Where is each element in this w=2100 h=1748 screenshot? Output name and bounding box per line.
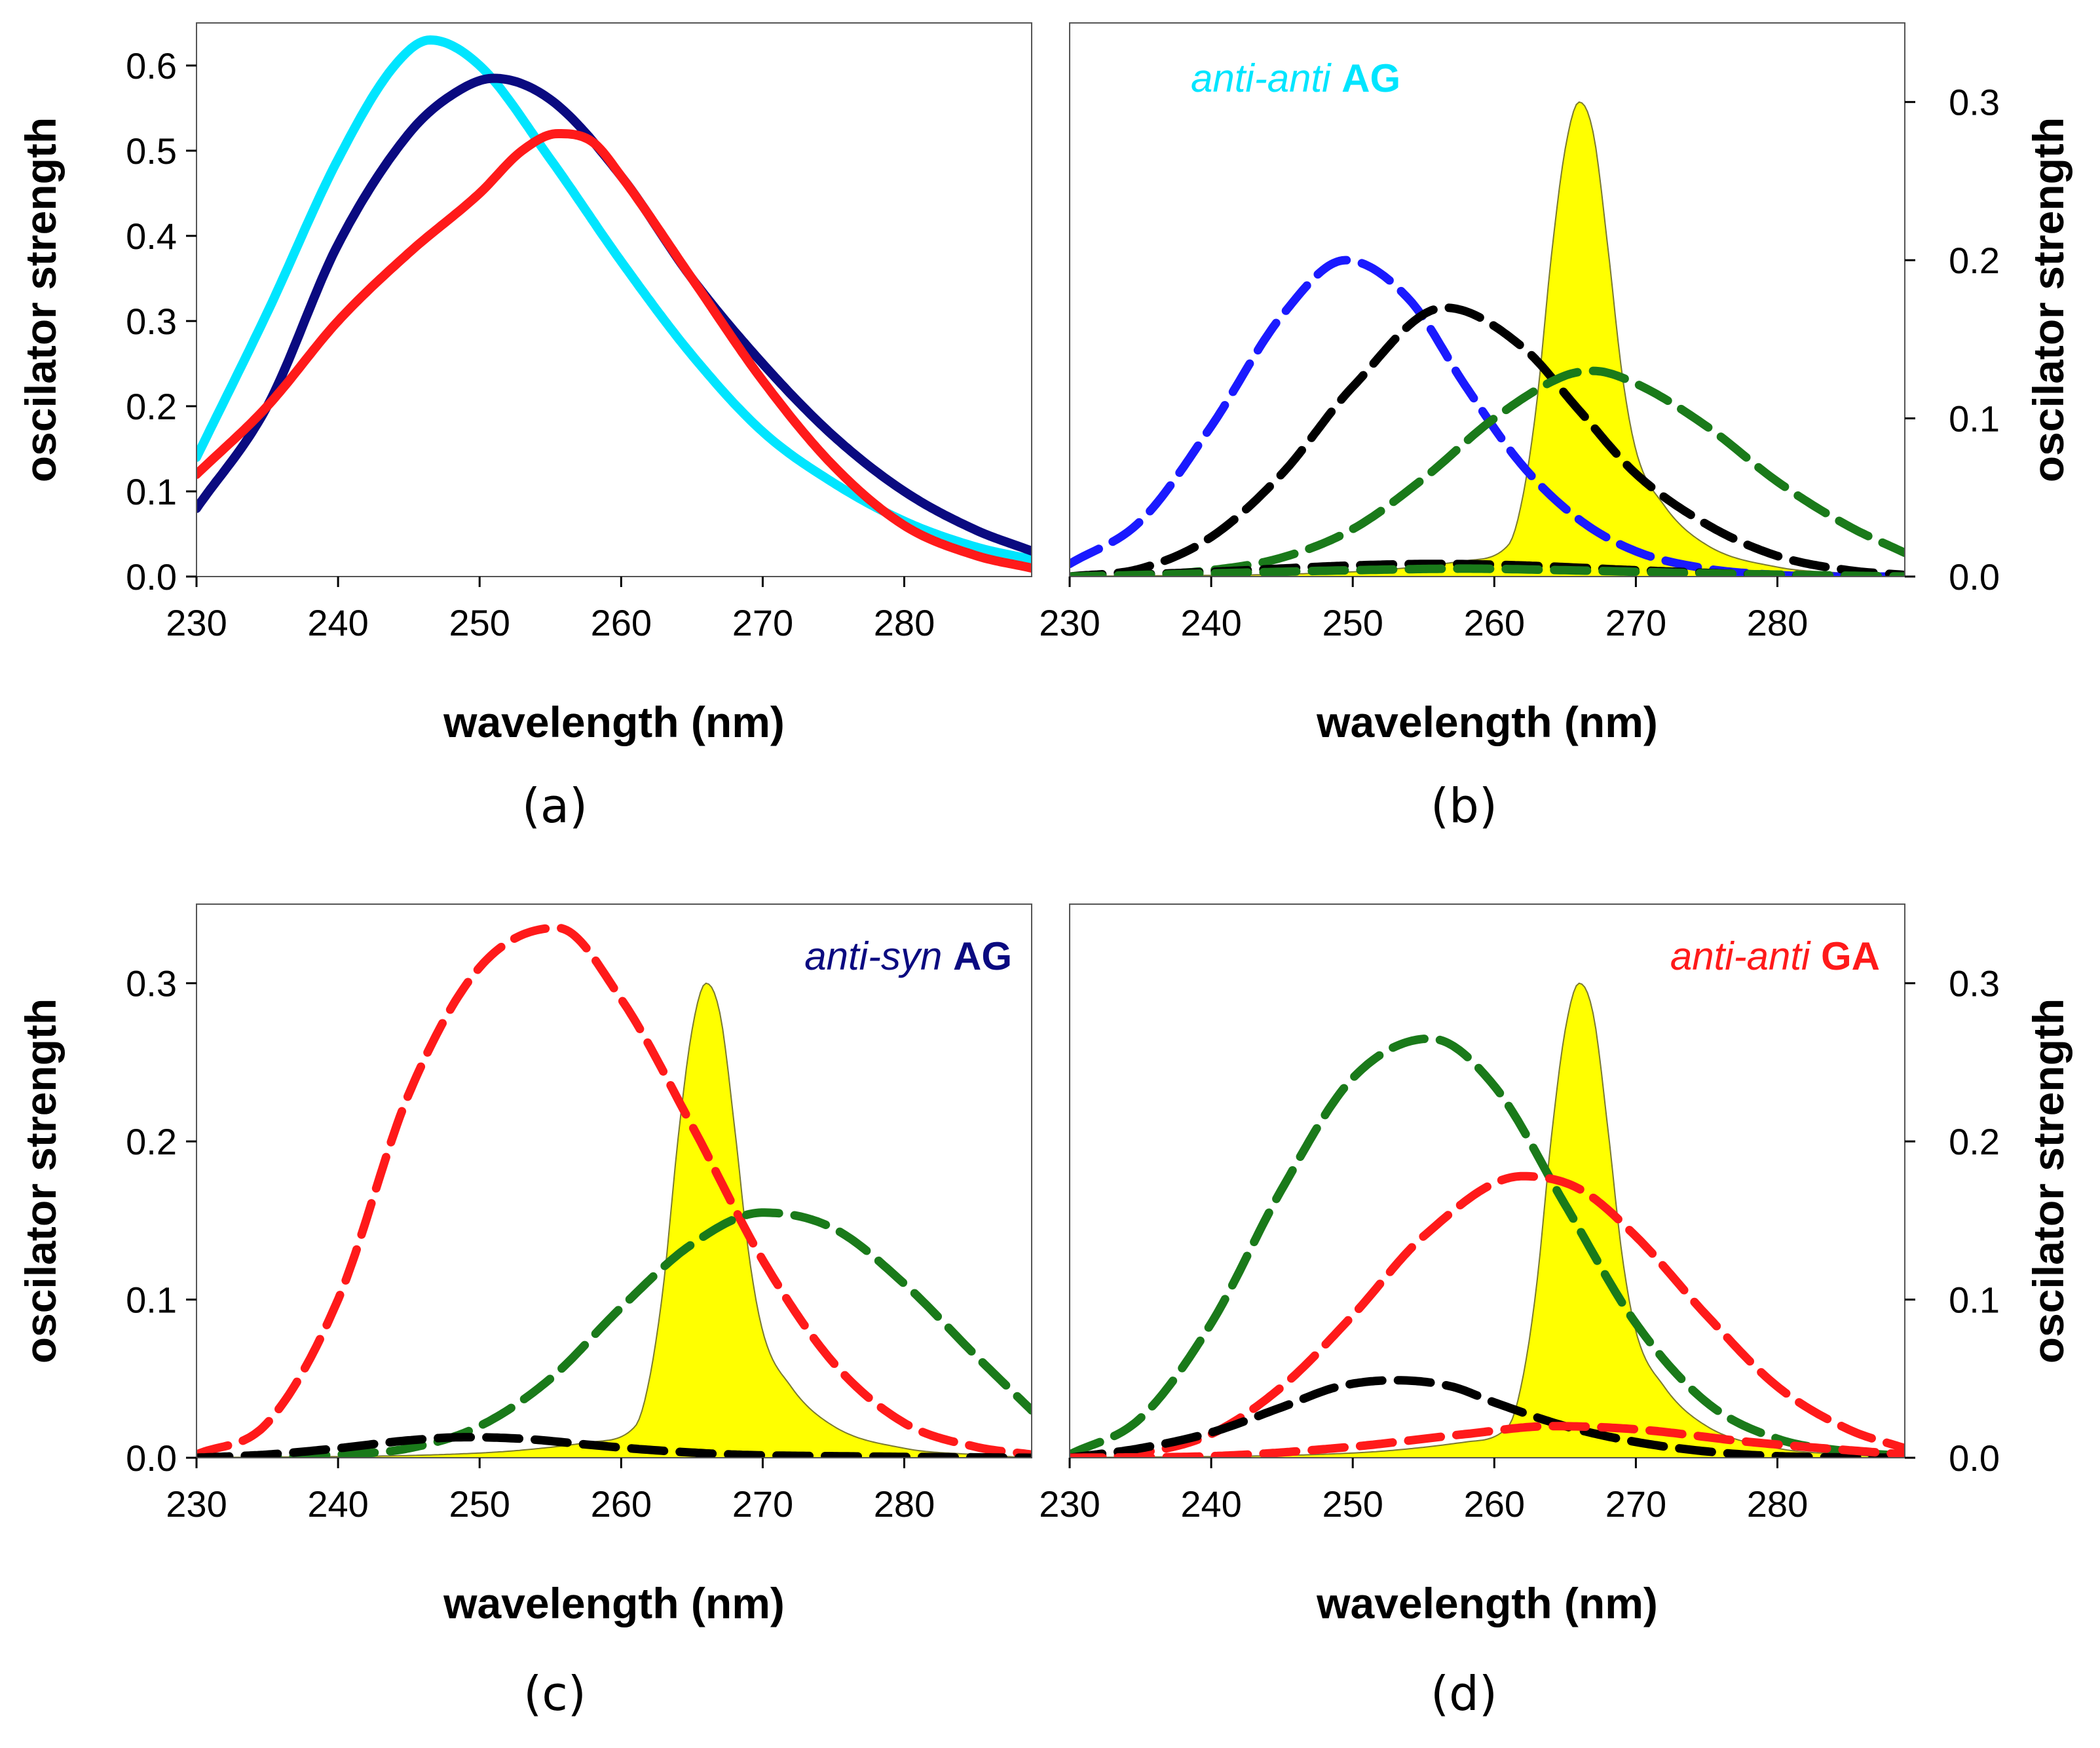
x-tick-label: 280 [1747,1483,1808,1525]
series-black-dashed [1070,1376,1905,1458]
y-tick-label: 0.0 [126,556,177,598]
y-tick-label: 0.4 [126,216,177,257]
x-tick-label: 260 [591,602,652,643]
panel-2: 230 240 250 260 270 280 0.0 0.1 0.2 0.3 wavelength… [1039,22,2072,833]
inset-label-bold: GA [1821,934,1880,978]
y-tick-label: 0.6 [126,45,177,86]
x-tick-label: 270 [732,1483,793,1525]
inset-label-italic: anti-anti [1191,56,1341,100]
y-tick-label: 0.2 [126,386,177,427]
x-tick-label: 260 [1464,1483,1525,1525]
x-tick-label: 230 [1039,602,1100,643]
series-green-dashed [197,1208,1032,1458]
y-axis-title: oscilator strength [2024,117,2072,482]
y-tick-label: 0.2 [1949,1121,2000,1162]
y-tick-label: 0.3 [126,963,177,1004]
plot-area [1070,101,1905,577]
panel-4: 230 240 250 260 270 280 0.0 0.1 0.2 0.3 wavelength… [1039,903,2072,1721]
plot-area [197,923,1032,1458]
series-red-dashed [1070,1171,1905,1458]
x-tick-label: 250 [449,1483,510,1525]
y-tick-label: 0.2 [126,1121,177,1162]
series-green-dashed [1070,366,1905,577]
x-tick-label: 280 [874,602,935,643]
x-tick-label: 240 [1180,602,1241,643]
x-tick-label: 270 [1605,1483,1666,1525]
series-red-curve [197,129,1032,573]
series-black-dashed [1070,303,1905,577]
x-tick-label: 250 [449,602,510,643]
panel-inset-label: anti-syn AG [804,934,1012,978]
series-red-dashed [197,923,1032,1458]
series-green-dashed [1070,1034,1905,1458]
inset-label-italic: anti-anti [1670,934,1821,978]
x-axis-title: wavelength (nm) [443,698,785,746]
y-axis-title: oscilator strength [16,998,65,1363]
panel-3: 230 240 250 260 270 280 0.0 0.1 0.2 0.3 wavelength… [16,903,1032,1721]
series-red-dashed-low [1070,1422,1905,1458]
inset-label-italic: anti-syn [804,934,953,978]
series-blue-dashed [1070,256,1905,577]
y-axis-title: oscilator strength [2024,998,2072,1363]
x-tick-label: 270 [1605,602,1666,643]
y-tick-label: 0.3 [126,301,177,342]
panel-inset-label: anti-anti GA [1670,934,1880,978]
y-tick-label: 0.1 [1949,398,2000,440]
x-axis-title: wavelength (nm) [443,1579,785,1627]
y-tick-label: 0.1 [126,471,177,512]
plot-frame [196,22,1032,577]
inset-label-bold: AG [953,934,1012,978]
y-tick-label: 0.2 [1949,240,2000,281]
x-axis-title: wavelength (nm) [1316,698,1658,746]
y-tick-label: 0.3 [1949,963,2000,1004]
series-cyan-curve [197,35,1032,564]
x-tick-label: 230 [1039,1483,1100,1525]
series-navy-curve [197,73,1032,556]
x-tick-label: 260 [1464,602,1525,643]
plot-area [197,35,1032,573]
series-black-dashed-low [197,1433,1032,1458]
x-tick-label: 270 [732,602,793,643]
panel-1: 230 240 250 260 270 280 0.0 0.1 0.2 0.3 0.4 0.5 0.6 w… [16,22,1032,833]
inset-label-bold: AG [1341,56,1400,100]
panel-label: (a) [522,778,588,833]
y-tick-label: 0.5 [126,130,177,172]
x-tick-label: 230 [166,602,227,643]
x-axis-title: wavelength (nm) [1316,1579,1658,1627]
y-tick-label: 0.0 [1949,556,2000,598]
y-tick-label: 0.1 [1949,1280,2000,1321]
x-tick-label: 280 [1747,602,1808,643]
x-tick-label: 260 [591,1483,652,1525]
y-tick-label: 0.1 [126,1280,177,1321]
x-tick-label: 250 [1322,1483,1383,1525]
y-axis-title: oscilator strength [16,117,65,482]
x-tick-label: 240 [307,1483,368,1525]
plot-frame [1069,22,1905,577]
x-tick-label: 280 [874,1483,935,1525]
y-tick-label: 0.0 [126,1437,177,1479]
series-yellow-band [197,982,1032,1458]
x-tick-label: 240 [307,602,368,643]
y-tick-label: 0.3 [1949,82,2000,123]
x-tick-label: 250 [1322,602,1383,643]
plot-frame [1069,903,1905,1458]
y-tick-label: 0.0 [1949,1437,2000,1479]
panel-label: (d) [1431,1666,1497,1721]
series-yellow-band [1070,101,1905,577]
plot-area [1070,982,1905,1458]
panel-inset-label: anti-anti AG [1191,56,1400,100]
plot-frame [196,903,1032,1458]
panel-label: (b) [1431,778,1497,833]
x-tick-label: 240 [1180,1483,1241,1525]
series-green-dashed-low [1070,564,1905,577]
panel-label: (c) [523,1666,586,1721]
x-tick-label: 230 [166,1483,227,1525]
